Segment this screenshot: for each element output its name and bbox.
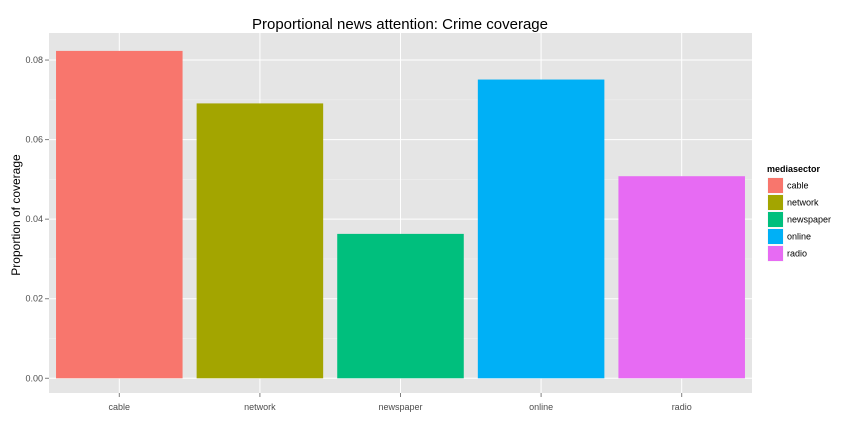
x-tick-label: network <box>244 402 276 412</box>
legend-swatch-newspaper <box>768 212 783 227</box>
bar-network <box>196 103 324 379</box>
legend-label-network: network <box>787 198 819 208</box>
y-tick-label: 0.08 <box>25 55 43 65</box>
legend-swatch-radio <box>768 246 783 261</box>
legend-swatch-network <box>768 195 783 210</box>
y-tick-label: 0.02 <box>25 294 43 304</box>
bar-newspaper <box>337 233 464 379</box>
legend-swatch-online <box>768 229 783 244</box>
y-axis-title: Proportion of coverage <box>9 154 23 276</box>
y-tick-label: 0.06 <box>25 135 43 145</box>
y-tick-label: 0.00 <box>25 373 43 383</box>
y-tick-label: 0.04 <box>25 214 43 224</box>
legend-label-newspaper: newspaper <box>787 215 831 225</box>
x-tick-label: cable <box>109 402 131 412</box>
x-tick-label: radio <box>672 402 692 412</box>
legend-label-radio: radio <box>787 249 807 259</box>
legend: mediasector cable network newspaper online ra… <box>766 164 831 263</box>
legend-label-cable: cable <box>787 181 809 191</box>
x-tick-label: newspaper <box>378 402 422 412</box>
legend-title: mediasector <box>767 164 821 174</box>
bar-radio <box>618 176 745 379</box>
chart-title: Proportional news attention: Crime cover… <box>252 16 548 33</box>
legend-swatch-cable <box>768 178 783 193</box>
bar-online <box>477 79 605 379</box>
plot-panel: 0.00 0.02 0.04 0.06 0.08 cable network newspape… <box>25 33 752 412</box>
legend-label-online: online <box>787 232 811 242</box>
bar-cable <box>56 50 183 379</box>
x-tick-label: online <box>529 402 553 412</box>
